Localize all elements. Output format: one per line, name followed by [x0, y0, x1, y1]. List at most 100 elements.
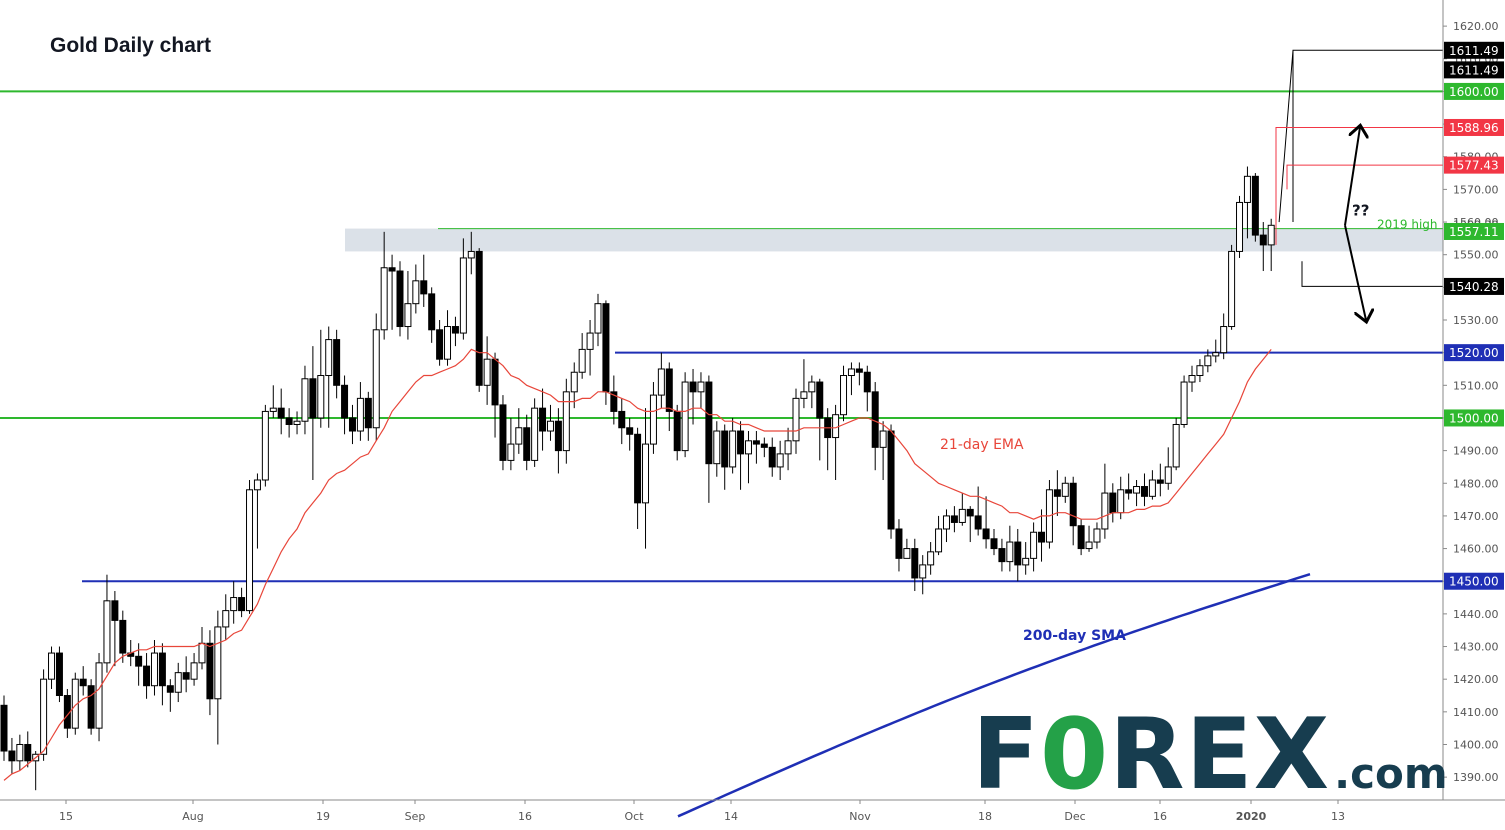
candle	[1156, 463, 1164, 497]
y-tick-label: 1620.00	[1453, 20, 1499, 33]
candle-body	[1077, 525, 1085, 550]
candle	[174, 662, 182, 703]
candle-body	[562, 391, 570, 452]
candle	[1228, 244, 1236, 330]
candle	[1148, 470, 1156, 500]
candle	[626, 417, 634, 451]
y-tick-label: 1530.00	[1453, 314, 1499, 327]
candle-body	[404, 303, 412, 328]
candle	[942, 509, 950, 543]
candle-body	[230, 597, 238, 612]
y-tick-label: 1430.00	[1453, 641, 1499, 654]
candle-body	[1053, 489, 1061, 497]
candle	[1085, 525, 1093, 552]
candle	[531, 398, 539, 467]
candle-body	[657, 368, 665, 396]
candle	[935, 515, 943, 556]
candle	[1053, 470, 1061, 516]
candle	[1069, 476, 1077, 546]
candle	[380, 231, 388, 340]
forex-logo: F0REX.com	[972, 698, 1448, 812]
candle	[451, 316, 459, 347]
candle-body	[499, 404, 507, 461]
price-tag-1611.49: 1611.49	[1444, 61, 1504, 79]
x-tick-label: 16	[1153, 810, 1167, 823]
resistance-zone-layer	[345, 228, 1443, 252]
candle-body	[372, 329, 380, 429]
candle-body	[1228, 250, 1236, 328]
candle	[309, 346, 317, 480]
high-projection-line	[1278, 49, 1443, 223]
candle-body	[238, 597, 246, 612]
candle	[958, 493, 966, 526]
candle-body	[71, 678, 79, 729]
candle	[341, 375, 349, 435]
price-tag-label: 1611.49	[1449, 44, 1499, 58]
candle-body	[341, 384, 349, 419]
candle	[317, 329, 325, 428]
candle-body	[1125, 489, 1133, 494]
candle-body	[863, 371, 871, 393]
candle-body	[895, 528, 903, 559]
x-tick-label: Aug	[182, 810, 203, 823]
sma-200-line	[677, 573, 1311, 818]
candle	[816, 378, 824, 461]
candle-body	[665, 368, 673, 412]
y-tick-label: 1410.00	[1453, 706, 1499, 719]
candle-body	[554, 420, 562, 452]
candle	[348, 404, 356, 445]
candle-body	[87, 685, 95, 729]
candle	[998, 538, 1006, 572]
candle-body	[950, 515, 958, 523]
price-tag-box	[1444, 222, 1504, 240]
sma-layer	[677, 573, 1311, 818]
black-level-1540	[1301, 261, 1443, 287]
candle-body	[1172, 423, 1180, 468]
candle	[974, 486, 982, 536]
price-tag-1520.00: 1520.00	[1444, 344, 1504, 362]
candle	[1101, 463, 1109, 539]
candle	[1093, 522, 1101, 549]
candle-body	[816, 381, 824, 419]
candle-body	[602, 303, 610, 393]
candle	[752, 431, 760, 464]
down-arrow	[1344, 225, 1366, 320]
candle-body	[523, 427, 531, 461]
candle-body	[586, 332, 594, 350]
candle-body	[214, 626, 222, 700]
candle-body	[317, 375, 325, 419]
candle-body	[935, 528, 943, 553]
candle	[325, 326, 333, 428]
candle	[1030, 522, 1038, 572]
candle-body	[1085, 541, 1093, 550]
x-tick-label: 14	[724, 810, 738, 823]
price-tag-box	[1444, 277, 1504, 295]
candle	[507, 417, 515, 471]
candle	[1045, 480, 1053, 549]
x-tick-label: 18	[978, 810, 992, 823]
candle	[95, 653, 103, 742]
candle	[1038, 509, 1046, 562]
x-tick-label: Dec	[1064, 810, 1085, 823]
up-arrow	[1344, 127, 1360, 226]
candle-body	[626, 427, 634, 435]
candle	[1061, 476, 1069, 503]
candle-body	[412, 280, 420, 305]
candle	[119, 610, 127, 663]
candle	[222, 594, 230, 640]
candle-body	[40, 678, 48, 755]
candle	[253, 473, 261, 549]
candle-body	[594, 303, 602, 334]
candle-body	[459, 257, 467, 334]
candle	[436, 320, 444, 366]
y-tick-label: 1400.00	[1453, 738, 1499, 751]
candle	[863, 365, 871, 412]
candle-body	[1030, 531, 1038, 559]
candle-body	[618, 410, 626, 429]
red-level-1588	[1275, 126, 1443, 245]
candle-body	[1188, 375, 1196, 383]
candle	[737, 421, 745, 490]
candle	[618, 398, 626, 445]
candle	[420, 254, 428, 307]
